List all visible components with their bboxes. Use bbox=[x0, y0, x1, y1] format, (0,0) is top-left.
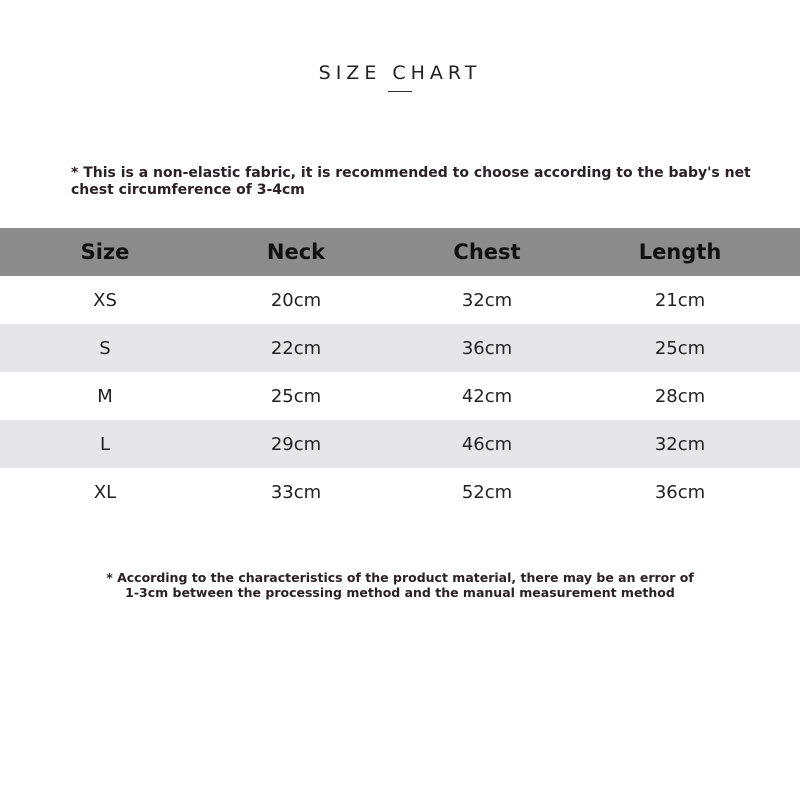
cell-chest: 46cm bbox=[461, 433, 513, 455]
table-row: XL 33cm 52cm 36cm bbox=[0, 468, 800, 516]
cell-length: 25cm bbox=[654, 337, 706, 359]
header-length: Length bbox=[638, 240, 722, 264]
header-size: Size bbox=[80, 240, 130, 264]
cell-size: S bbox=[99, 337, 111, 359]
measurement-note-line1: * According to the characteristics of th… bbox=[106, 570, 694, 585]
cell-neck: 33cm bbox=[270, 481, 322, 503]
size-table: Size Neck Chest Length XS 20cm 32cm 21cm… bbox=[0, 228, 800, 516]
title-underline bbox=[388, 91, 412, 92]
page-title: SIZE CHART bbox=[318, 62, 482, 84]
cell-neck: 29cm bbox=[270, 433, 322, 455]
table-row: L 29cm 46cm 32cm bbox=[0, 420, 800, 468]
fabric-note: * This is a non-elastic fabric, it is re… bbox=[71, 165, 751, 198]
cell-length: 36cm bbox=[654, 481, 706, 503]
table-row: XS 20cm 32cm 21cm bbox=[0, 276, 800, 324]
cell-length: 28cm bbox=[654, 385, 706, 407]
cell-chest: 52cm bbox=[461, 481, 513, 503]
cell-size: XL bbox=[93, 481, 117, 503]
measurement-note: * According to the characteristics of th… bbox=[0, 570, 800, 600]
cell-length: 21cm bbox=[654, 289, 706, 311]
cell-neck: 22cm bbox=[270, 337, 322, 359]
header-chest: Chest bbox=[453, 240, 521, 264]
cell-chest: 36cm bbox=[461, 337, 513, 359]
cell-size: L bbox=[99, 433, 111, 455]
cell-length: 32cm bbox=[654, 433, 706, 455]
cell-chest: 42cm bbox=[461, 385, 513, 407]
table-header: Size Neck Chest Length bbox=[0, 228, 800, 276]
cell-neck: 25cm bbox=[270, 385, 322, 407]
cell-size: M bbox=[97, 385, 113, 407]
measurement-note-line2: 1-3cm between the processing method and … bbox=[125, 585, 675, 600]
table-row: S 22cm 36cm 25cm bbox=[0, 324, 800, 372]
cell-neck: 20cm bbox=[270, 289, 322, 311]
header-neck: Neck bbox=[266, 240, 326, 264]
cell-size: XS bbox=[93, 289, 117, 311]
table-row: M 25cm 42cm 28cm bbox=[0, 372, 800, 420]
cell-chest: 32cm bbox=[461, 289, 513, 311]
